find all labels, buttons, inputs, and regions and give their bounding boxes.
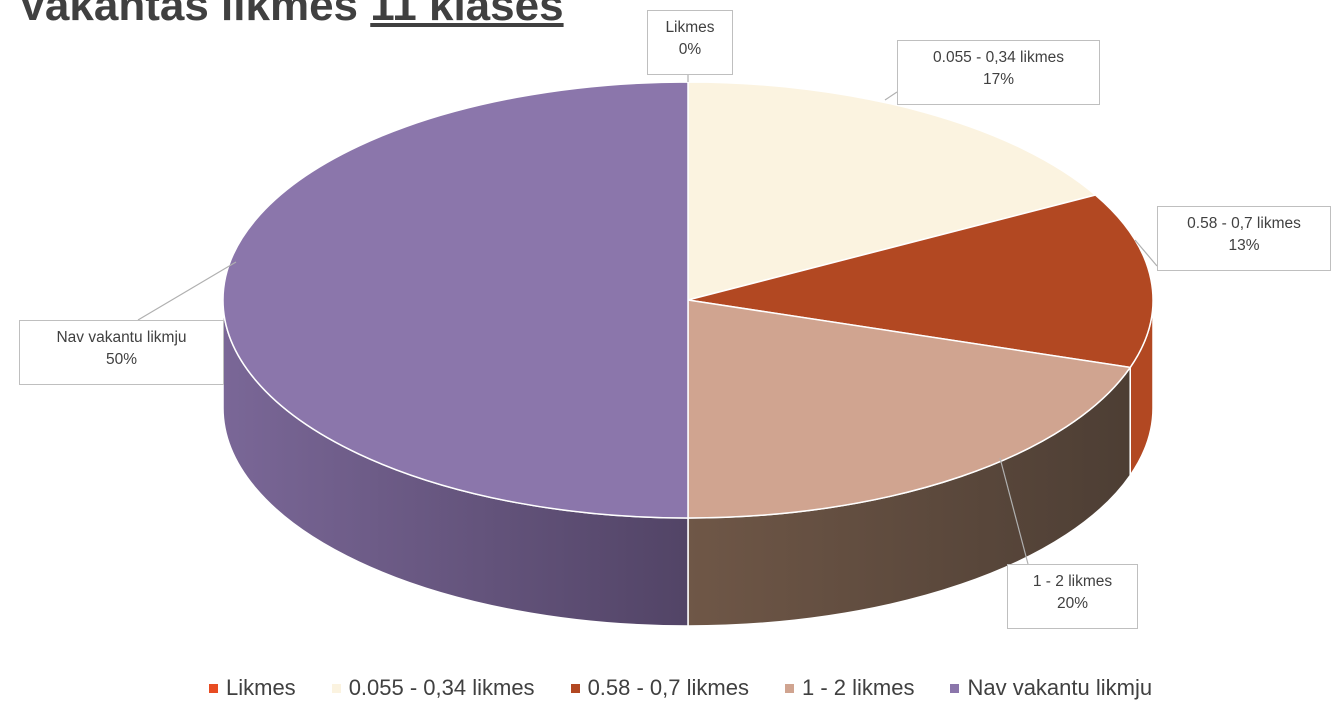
pie-slice-0-055-0-34-likmes xyxy=(687,81,1098,301)
data-label-0055-034: 0.055 - 0,34 likmes 17% xyxy=(897,40,1100,105)
legend-label-1-2: 1 - 2 likmes xyxy=(801,675,915,700)
data-label-likmes-name: Likmes xyxy=(665,19,715,36)
legend-item-1-2: 1 - 2 likmes xyxy=(784,675,915,701)
data-label-likmes: Likmes 0% xyxy=(647,10,733,75)
chart-title: Vakantas likmes 11 klasēs xyxy=(18,0,564,28)
pie-slice-1-2-likmes xyxy=(687,299,1132,519)
leader-line-nav-vakantu xyxy=(137,261,237,321)
leader-line-0055-034 xyxy=(884,91,898,101)
data-label-nav-vakantu-value: 50% xyxy=(105,351,138,368)
data-label-058-07: 0.58 - 0,7 likmes 13% xyxy=(1157,206,1331,271)
leader-line-1-2 xyxy=(999,457,1029,565)
data-label-0055-034-value: 17% xyxy=(982,71,1015,88)
data-label-058-07-name: 0.58 - 0,7 likmes xyxy=(1187,215,1301,232)
data-label-1-2: 1 - 2 likmes 20% xyxy=(1007,564,1138,629)
data-label-058-07-value: 13% xyxy=(1228,237,1260,254)
data-label-1-2-value: 20% xyxy=(1056,595,1089,612)
pie-slice-0-58-0-7-likmes xyxy=(687,194,1154,369)
chart-title-emphasis: 11 klasēs xyxy=(370,0,564,30)
legend-label-nav-vakantu: Nav vakantu likmju xyxy=(967,675,1153,700)
chart-title-prefix: Vakantas likmes xyxy=(18,0,371,30)
data-label-nav-vakantu: Nav vakantu likmju 50% xyxy=(19,320,224,385)
pie-sides xyxy=(222,299,1154,627)
pie-top xyxy=(222,81,1154,519)
legend-item-058-07: 0.58 - 0,7 likmes xyxy=(570,675,749,701)
legend-item-nav-vakantu: Nav vakantu likmju xyxy=(950,675,1152,701)
leader-lines xyxy=(137,75,1158,565)
legend-label-0055-034: 0.055 - 0,34 likmes xyxy=(348,675,535,700)
legend-item-0055-034: 0.055 - 0,34 likmes xyxy=(331,675,535,701)
legend-swatch-058-07 xyxy=(570,683,580,693)
legend-swatch-nav-vakantu xyxy=(950,683,960,693)
pie-slice-nav-vakantu-likmju xyxy=(222,81,689,519)
leader-line-058-07 xyxy=(1134,239,1158,267)
legend-swatch-likmes xyxy=(209,683,218,693)
data-label-0055-034-name: 0.055 - 0,34 likmes xyxy=(933,49,1064,66)
data-label-likmes-value: 0% xyxy=(678,41,702,58)
data-label-1-2-name: 1 - 2 likmes xyxy=(1032,573,1113,590)
legend-swatch-0055-034 xyxy=(331,683,341,693)
legend-item-likmes: Likmes xyxy=(209,675,296,701)
data-label-nav-vakantu-name: Nav vakantu likmju xyxy=(56,329,187,346)
chart-legend: Likmes 0.055 - 0,34 likmes 0.58 - 0,7 li… xyxy=(209,675,1152,701)
legend-label-likmes: Likmes xyxy=(226,675,296,700)
legend-label-058-07: 0.58 - 0,7 likmes xyxy=(587,675,749,700)
legend-swatch-1-2 xyxy=(784,683,794,693)
